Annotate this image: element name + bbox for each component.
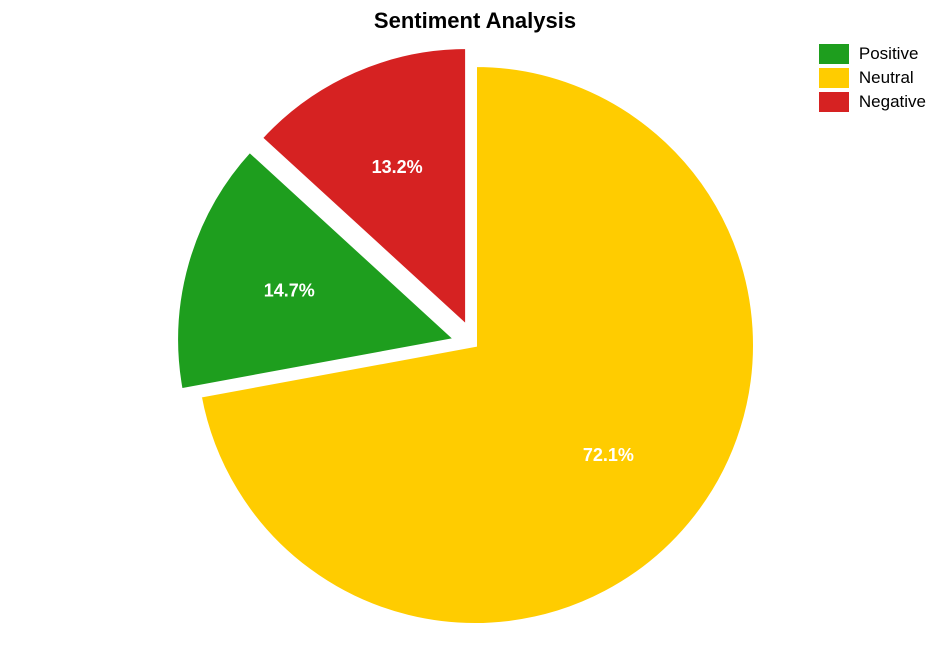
legend-label-negative: Negative [859, 92, 926, 112]
pie-label-negative: 13.2% [372, 157, 423, 177]
legend-label-positive: Positive [859, 44, 919, 64]
legend-item-negative: Negative [819, 92, 926, 112]
legend-swatch-neutral [819, 68, 849, 88]
legend: Positive Neutral Negative [819, 44, 926, 116]
pie-label-neutral: 72.1% [583, 445, 634, 465]
pie-svg: 72.1% 14.7% 13.2% [0, 0, 950, 662]
legend-item-neutral: Neutral [819, 68, 926, 88]
legend-swatch-positive [819, 44, 849, 64]
legend-item-positive: Positive [819, 44, 926, 64]
sentiment-pie-chart: Sentiment Analysis 72.1%14.7%13.2% Posit… [0, 0, 950, 662]
legend-swatch-negative [819, 92, 849, 112]
legend-label-neutral: Neutral [859, 68, 914, 88]
pie-label-positive: 14.7% [264, 280, 315, 300]
